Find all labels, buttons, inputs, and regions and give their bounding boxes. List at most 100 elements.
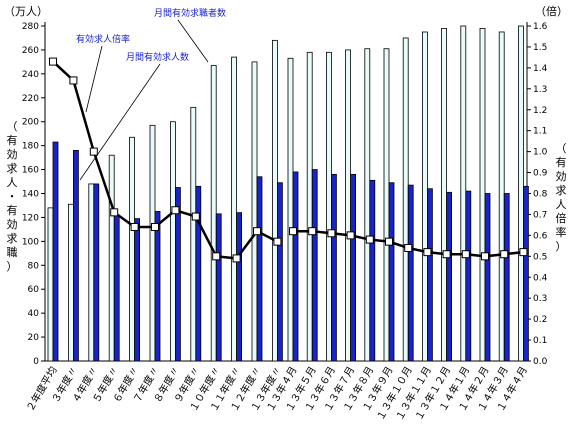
ratio-point xyxy=(423,248,432,257)
bar-offers xyxy=(407,184,414,362)
left-tick-label: 20 xyxy=(28,333,40,343)
left-axis-title-char: 効 xyxy=(7,147,18,161)
annotation-seekers: 月間有効求職者数 xyxy=(154,7,226,19)
right-tick-label: 0.6 xyxy=(533,231,548,241)
ratio-point xyxy=(171,206,180,215)
left-axis-title-char: 人 xyxy=(7,176,18,189)
left-axis-title-char: ） xyxy=(7,260,18,273)
right-axis-title-char: 率 xyxy=(556,225,567,239)
left-tick-label: 220 xyxy=(22,94,39,104)
ratio-point xyxy=(232,254,241,263)
bar-seekers xyxy=(231,56,238,362)
category-label: ２年度平均 xyxy=(23,364,59,414)
right-tick-label: 1.5 xyxy=(533,43,547,53)
bar-seekers xyxy=(306,51,313,362)
annotation-leader-offers xyxy=(79,63,161,181)
bar-offers xyxy=(52,141,59,362)
bar-seekers xyxy=(149,124,156,362)
right-axis-title-char: 求 xyxy=(556,184,567,197)
left-tick-label: 260 xyxy=(22,46,39,56)
bar-seekers xyxy=(325,51,332,362)
right-tick-label: 0.8 xyxy=(533,190,548,200)
bar-offers xyxy=(73,150,79,362)
bar-seekers xyxy=(460,25,467,362)
left-tick-label: 180 xyxy=(22,142,39,152)
ratio-point xyxy=(461,250,470,259)
ratio-point xyxy=(404,243,413,252)
bar-offers xyxy=(215,213,222,362)
right-tick-label: 0.1 xyxy=(533,336,547,346)
ratio-point xyxy=(289,227,297,236)
bar-seekers xyxy=(345,49,352,362)
left-tick-label: 60 xyxy=(28,285,40,295)
bar-seekers xyxy=(68,203,74,362)
ratio-point xyxy=(385,237,393,246)
bar-seekers xyxy=(518,25,524,362)
right-tick-label: 0.3 xyxy=(533,294,547,304)
bar-offers xyxy=(350,173,357,362)
bar-offers xyxy=(292,171,299,362)
right-tick-label: 1.2 xyxy=(533,106,547,116)
left-tick-label: 100 xyxy=(22,237,39,247)
bar-seekers xyxy=(402,37,409,362)
left-tick-label: 40 xyxy=(28,309,40,319)
left-unit-label: （万人） xyxy=(4,5,48,18)
right-tick-label: 1.4 xyxy=(533,64,548,74)
right-tick-label: 0.9 xyxy=(533,169,548,179)
bar-offers xyxy=(523,185,529,362)
right-tick-label: 1.0 xyxy=(533,148,548,158)
bar-seekers xyxy=(88,183,95,362)
bar-offers xyxy=(236,212,243,362)
bar-seekers xyxy=(271,39,278,362)
ratio-point xyxy=(89,147,98,156)
right-tick-label: 0.7 xyxy=(533,210,547,220)
bar-seekers xyxy=(421,31,428,362)
right-tick-label: 0.4 xyxy=(533,273,548,283)
ratio-point xyxy=(110,208,119,217)
ratio-point xyxy=(327,229,336,238)
right-axis-title-char: 効 xyxy=(556,169,567,183)
bar-seekers xyxy=(441,27,448,362)
right-tick-label: 0.0 xyxy=(533,357,548,367)
bar-offers xyxy=(388,182,395,362)
right-tick-label: 0.5 xyxy=(533,252,547,262)
bar-offers xyxy=(503,193,510,362)
ratio-point xyxy=(191,212,200,221)
bar-seekers xyxy=(47,207,54,362)
left-axis-title-char: 有 xyxy=(7,133,18,147)
left-axis-title-char: 求 xyxy=(7,232,18,245)
right-tick-label: 1.3 xyxy=(533,85,547,95)
left-axis-title-char: 求 xyxy=(7,162,18,175)
right-unit-label: （倍） xyxy=(535,4,568,18)
ratio-point xyxy=(481,252,489,261)
ratio-point xyxy=(49,57,57,66)
bar-offers xyxy=(195,185,202,362)
bar-seekers xyxy=(287,57,294,362)
left-tick-label: 200 xyxy=(22,118,39,128)
ratio-point xyxy=(253,227,261,236)
left-axis-title-char: 効 xyxy=(7,217,18,231)
right-axis-title-char: （ xyxy=(556,142,567,155)
bar-offers xyxy=(276,182,283,362)
right-axis-title-char: ） xyxy=(556,240,567,253)
annotation-offers: 月間有効求人数 xyxy=(126,51,189,63)
ratio-point xyxy=(365,235,374,244)
left-tick-label: 140 xyxy=(22,190,39,200)
bar-seekers xyxy=(383,48,390,362)
chart-bars xyxy=(47,25,529,362)
bar-offers xyxy=(93,183,100,362)
bar-seekers xyxy=(210,65,217,362)
bar-seekers xyxy=(190,106,197,362)
right-axis-title-char: 人 xyxy=(556,198,567,211)
left-axis-title-char: （ xyxy=(7,120,18,133)
annotation-leader-ratio xyxy=(85,45,103,113)
bar-offers xyxy=(426,188,433,362)
left-tick-label: 0 xyxy=(33,357,39,367)
bar-offers xyxy=(484,193,491,362)
bar-offers xyxy=(446,191,453,362)
left-tick-label: 120 xyxy=(22,213,39,223)
ratio-line-segment xyxy=(52,60,278,260)
right-tick-label: 1.6 xyxy=(533,22,548,32)
bar-seekers xyxy=(498,31,505,362)
